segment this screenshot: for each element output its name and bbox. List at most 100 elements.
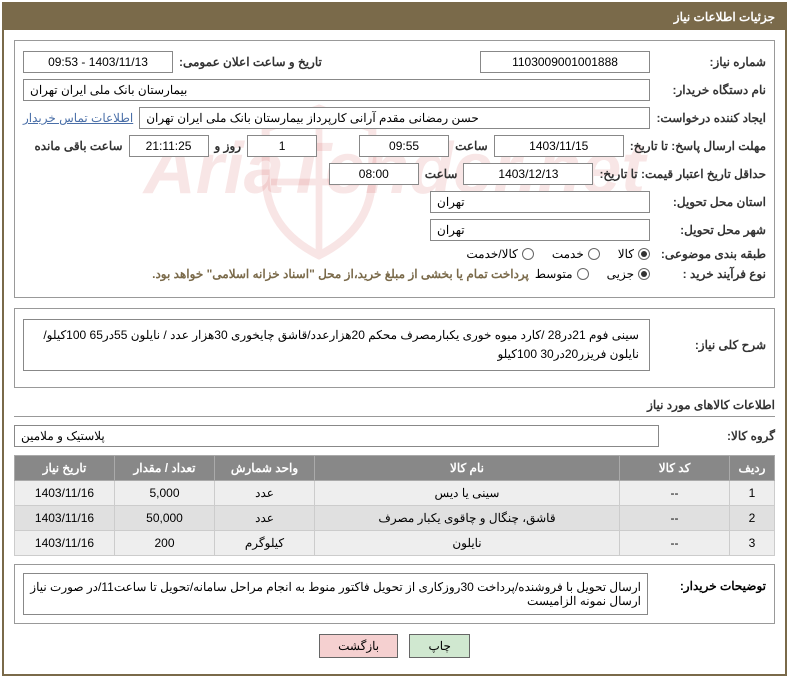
need-number-value: 1103009001001888 [480, 51, 650, 73]
category-radio-group: کالا خدمت کالا/خدمت [466, 247, 650, 261]
row-purchase-type: نوع فرآیند خرید : جزیی متوسط پرداخت تمام… [23, 267, 766, 281]
table-cell: 1403/11/16 [15, 506, 115, 531]
table-cell: عدد [215, 506, 315, 531]
radio-kala-khidmat[interactable]: کالا/خدمت [466, 247, 533, 261]
radio-circle-icon [638, 248, 650, 260]
buyer-org-label: نام دستگاه خریدار: [656, 83, 766, 97]
table-cell: -- [620, 481, 730, 506]
print-button[interactable]: چاپ [409, 634, 469, 658]
goods-group-value: پلاستیک و ملامین [14, 425, 659, 447]
table-cell: سینی یا دیس [315, 481, 620, 506]
radio-jozi[interactable]: جزیی [607, 267, 650, 281]
th-row: ردیف [730, 456, 775, 481]
requester-value: حسن رمضانی مقدم آرانی کارپرداز بیمارستان… [139, 107, 650, 129]
days-label: روز و [215, 139, 242, 153]
city-label: شهر محل تحویل: [656, 223, 766, 237]
announce-value: 1403/11/13 - 09:53 [23, 51, 173, 73]
th-date: تاریخ نیاز [15, 456, 115, 481]
row-category: طبقه بندی موضوعی: کالا خدمت کالا/خدمت [23, 247, 766, 261]
contact-link[interactable]: اطلاعات تماس خریدار [23, 111, 133, 125]
radio-kala[interactable]: کالا [618, 247, 650, 261]
remaining-label: ساعت باقی مانده [34, 139, 122, 153]
table-row: 1--سینی یا دیسعدد5,0001403/11/16 [15, 481, 775, 506]
radio-kala-label: کالا [618, 247, 634, 261]
purchase-type-label: نوع فرآیند خرید : [656, 267, 766, 281]
radio-circle-icon [638, 268, 650, 280]
table-row: 2--قاشق، چنگال و چاقوی یکبار مصرفعدد50,0… [15, 506, 775, 531]
radio-circle-icon [588, 248, 600, 260]
table-cell: کیلوگرم [215, 531, 315, 556]
table-cell: عدد [215, 481, 315, 506]
need-number-label: شماره نیاز: [656, 55, 766, 69]
row-description: شرح کلی نیاز: سینی فوم 21در28 /کارد میوه… [23, 319, 766, 371]
goods-table: ردیف کد کالا نام کالا واحد شمارش تعداد /… [14, 455, 775, 556]
category-label: طبقه بندی موضوعی: [656, 247, 766, 261]
th-qty: تعداد / مقدار [115, 456, 215, 481]
description-section: شرح کلی نیاز: سینی فوم 21در28 /کارد میوه… [14, 308, 775, 388]
announce-label: تاریخ و ساعت اعلان عمومی: [179, 55, 322, 69]
buyer-notes-row: توضیحات خریدار: ارسال تحویل با فروشنده/پ… [14, 564, 775, 624]
radio-motevaset-label: متوسط [535, 267, 573, 281]
row-need-number: شماره نیاز: 1103009001001888 تاریخ و ساع… [23, 51, 766, 73]
time-label-2: ساعت [425, 167, 458, 181]
row-validity: حداقل تاریخ اعتبار قیمت: تا تاریخ: 1403/… [23, 163, 766, 185]
payment-note: پرداخت تمام یا بخشی از مبلغ خرید،از محل … [152, 267, 529, 281]
purchase-radio-group: جزیی متوسط [535, 267, 650, 281]
deadline-time: 09:55 [359, 135, 449, 157]
row-deadline: مهلت ارسال پاسخ: تا تاریخ: 1403/11/15 سا… [23, 135, 766, 157]
row-goods-group: گروه کالا: پلاستیک و ملامین [14, 425, 775, 447]
radio-motevaset[interactable]: متوسط [535, 267, 589, 281]
province-label: استان محل تحویل: [656, 195, 766, 209]
remaining-time: 21:11:25 [129, 135, 209, 157]
validity-time: 08:00 [329, 163, 419, 185]
page-title: جزئیات اطلاعات نیاز [674, 10, 775, 24]
radio-kala-khidmat-label: کالا/خدمت [466, 247, 517, 261]
city-value: تهران [430, 219, 650, 241]
radio-jozi-label: جزیی [607, 267, 634, 281]
row-city: شهر محل تحویل: تهران [23, 219, 766, 241]
time-label-1: ساعت [455, 139, 488, 153]
th-name: نام کالا [315, 456, 620, 481]
goods-section-title: اطلاعات کالاهای مورد نیاز [14, 398, 775, 417]
table-cell: 200 [115, 531, 215, 556]
radio-circle-icon [577, 268, 589, 280]
table-cell: 50,000 [115, 506, 215, 531]
validity-label: حداقل تاریخ اعتبار قیمت: تا تاریخ: [599, 167, 766, 181]
requester-label: ایجاد کننده درخواست: [656, 111, 766, 125]
row-buyer-org: نام دستگاه خریدار: بیمارستان بانک ملی ای… [23, 79, 766, 101]
table-cell: 1403/11/16 [15, 481, 115, 506]
table-row: 3--نایلونکیلوگرم2001403/11/16 [15, 531, 775, 556]
description-label: شرح کلی نیاز: [656, 338, 766, 352]
radio-khidmat[interactable]: خدمت [552, 247, 600, 261]
row-province: استان محل تحویل: تهران [23, 191, 766, 213]
table-cell: 1403/11/16 [15, 531, 115, 556]
deadline-label: مهلت ارسال پاسخ: تا تاریخ: [630, 139, 766, 153]
radio-circle-icon [522, 248, 534, 260]
page-title-bar: جزئیات اطلاعات نیاز [4, 4, 785, 30]
days-value: 1 [247, 135, 317, 157]
validity-date: 1403/12/13 [463, 163, 593, 185]
content-area: AriaTender.net شماره نیاز: 1103009001001… [4, 30, 785, 674]
table-cell: -- [620, 506, 730, 531]
buyer-org-value: بیمارستان بانک ملی ایران تهران [23, 79, 650, 101]
th-code: کد کالا [620, 456, 730, 481]
deadline-date: 1403/11/15 [494, 135, 624, 157]
table-header-row: ردیف کد کالا نام کالا واحد شمارش تعداد /… [15, 456, 775, 481]
back-button[interactable]: بازگشت [319, 634, 398, 658]
row-requester: ایجاد کننده درخواست: حسن رمضانی مقدم آرا… [23, 107, 766, 129]
main-container: جزئیات اطلاعات نیاز AriaTender.net شماره… [2, 2, 787, 676]
button-bar: چاپ بازگشت [14, 624, 775, 664]
table-cell: 5,000 [115, 481, 215, 506]
form-section: AriaTender.net شماره نیاز: 1103009001001… [14, 40, 775, 298]
table-cell: -- [620, 531, 730, 556]
table-cell: 2 [730, 506, 775, 531]
buyer-notes-label: توضیحات خریدار: [656, 573, 766, 615]
description-value: سینی فوم 21در28 /کارد میوه خوری یکبارمصر… [23, 319, 650, 371]
table-cell: 1 [730, 481, 775, 506]
th-unit: واحد شمارش [215, 456, 315, 481]
table-cell: 3 [730, 531, 775, 556]
province-value: تهران [430, 191, 650, 213]
radio-khidmat-label: خدمت [552, 247, 584, 261]
table-cell: نایلون [315, 531, 620, 556]
goods-group-label: گروه کالا: [665, 429, 775, 443]
